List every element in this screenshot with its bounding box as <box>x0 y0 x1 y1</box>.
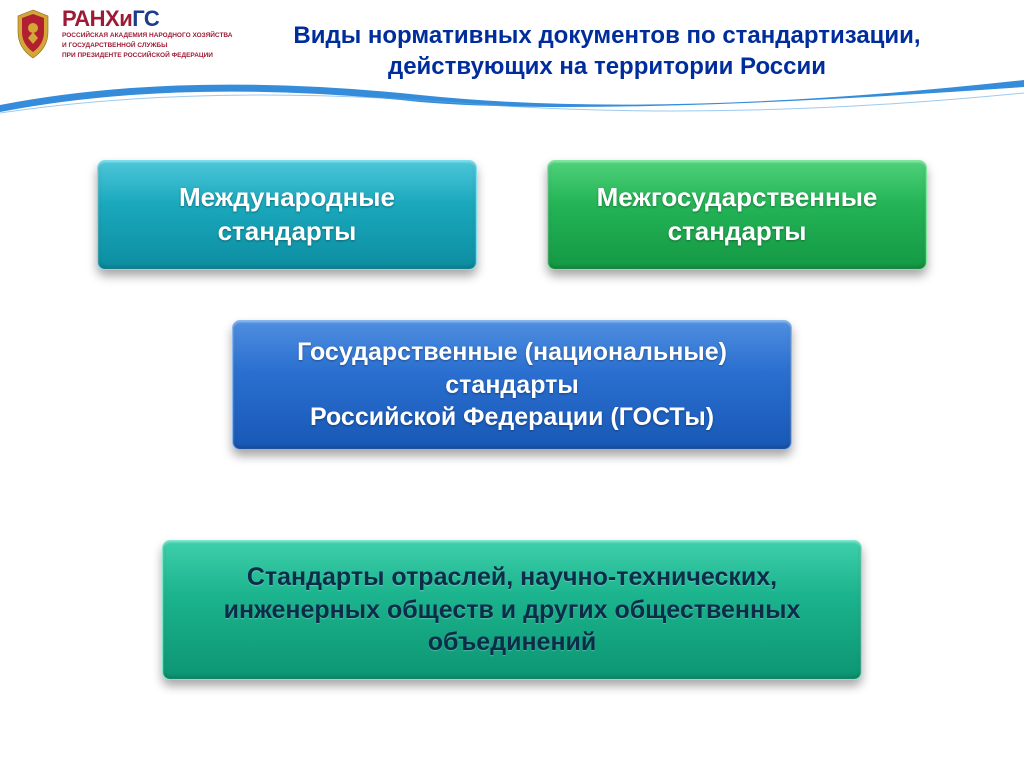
page-title: Виды нормативных документов по стандарти… <box>220 20 994 82</box>
logo-sub-2: И ГОСУДАРСТВЕННОЙ СЛУЖБЫ <box>62 42 233 50</box>
logo-part-conn: и <box>119 6 132 31</box>
box-national-gost: Государственные (национальные) стандарты… <box>232 320 792 450</box>
box-interstate-standards: Межгосударственные стандарты <box>547 160 927 270</box>
box-label: Стандарты отраслей, научно-технических, … <box>187 561 837 659</box>
box-label: Государственные (национальные) стандарты… <box>257 336 767 434</box>
box-industry-standards: Стандарты отраслей, научно-технических, … <box>162 540 862 680</box>
diagram-row-2: Государственные (национальные) стандарты… <box>0 320 1024 450</box>
spacer <box>0 500 1024 540</box>
box-label: Международные стандарты <box>179 181 395 249</box>
logo-sub-1: РОССИЙСКАЯ АКАДЕМИЯ НАРОДНОГО ХОЗЯЙСТВА <box>62 32 233 40</box>
diagram-row-3: Стандарты отраслей, научно-технических, … <box>0 540 1024 680</box>
header: РАНХиГС РОССИЙСКАЯ АКАДЕМИЯ НАРОДНОГО ХО… <box>0 0 1024 100</box>
emblem-icon <box>10 8 56 60</box>
logo: РАНХиГС РОССИЙСКАЯ АКАДЕМИЯ НАРОДНОГО ХО… <box>10 8 233 60</box>
logo-sub-3: ПРИ ПРЕЗИДЕНТЕ РОССИЙСКОЙ ФЕДЕРАЦИИ <box>62 52 233 60</box>
diagram-row-1: Международные стандарты Межгосударственн… <box>0 160 1024 270</box>
logo-main: РАНХиГС <box>62 8 233 30</box>
logo-part-red: РАНХ <box>62 6 119 31</box>
logo-text: РАНХиГС РОССИЙСКАЯ АКАДЕМИЯ НАРОДНОГО ХО… <box>62 8 233 59</box>
box-international-standards: Международные стандарты <box>97 160 477 270</box>
box-label: Межгосударственные стандарты <box>597 181 878 249</box>
diagram-content: Международные стандарты Межгосударственн… <box>0 100 1024 680</box>
logo-part-blue: ГС <box>132 6 159 31</box>
